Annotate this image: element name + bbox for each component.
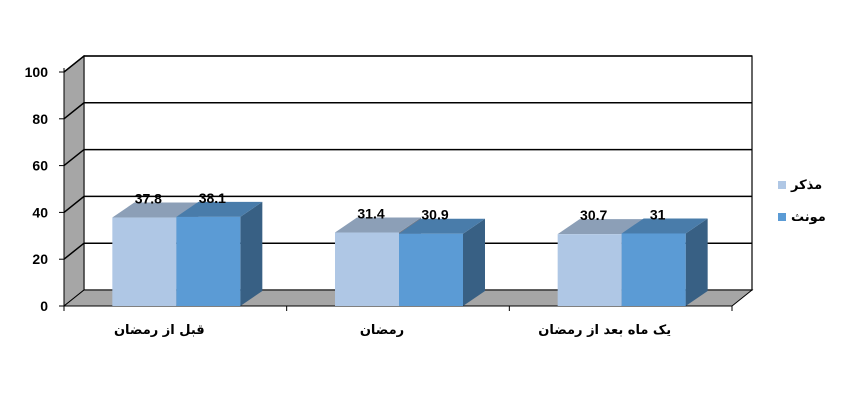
gridline — [63, 102, 752, 120]
bar-side-1-1 — [463, 218, 485, 306]
data-label-0-1: 31.4 — [357, 206, 384, 222]
data-label-0-0: 37.8 — [135, 191, 162, 207]
bar-top-1-1 — [399, 218, 485, 234]
legend-swatch-male — [778, 181, 786, 189]
y-tick-label: 20 — [32, 251, 48, 267]
gridline — [63, 148, 752, 167]
data-label-0-2: 30.7 — [580, 207, 607, 223]
legend-swatch-female — [778, 213, 786, 221]
data-label-1-2: 31 — [650, 206, 666, 222]
legend-label-female: مونث — [791, 209, 826, 225]
bar-top-1-0 — [176, 201, 263, 217]
bar-1-0 — [176, 216, 241, 306]
bar-0-0 — [112, 217, 177, 306]
y-tick-label: 80 — [32, 111, 48, 127]
bar-side-1-0 — [240, 201, 263, 306]
data-label-1-0: 38.1 — [199, 190, 226, 206]
bar-top-0-2 — [557, 219, 644, 235]
gridline — [63, 242, 752, 260]
category-label-2: یک ماه بعد از رمضان — [538, 323, 671, 338]
bar-top-0-1 — [335, 217, 421, 233]
gridline — [63, 195, 752, 213]
category-label-0: قبل از رمضان — [114, 323, 205, 338]
y-tick-label: 0 — [40, 298, 48, 314]
legend: مذکر مونث — [778, 176, 844, 240]
bar-top-0-0 — [112, 202, 199, 218]
labels: 37.8 38.1 قبل از رمضان 31.4 30.9 رمضان 30.7 31 ی… — [114, 190, 671, 338]
y-tick-label: 60 — [32, 158, 48, 174]
legend-item-male: مذکر — [778, 176, 844, 194]
y-tick-label: 40 — [32, 204, 48, 220]
category-label-1: رمضان — [360, 323, 404, 338]
bar-1-1 — [399, 233, 463, 306]
bar-1-2 — [621, 233, 686, 306]
gridlines — [63, 55, 752, 260]
bar-0-1 — [335, 232, 399, 306]
gridline — [63, 55, 752, 73]
bar-top-1-2 — [621, 218, 708, 234]
bar-side-1-2 — [685, 218, 708, 306]
legend-label-male: مذکر — [791, 177, 823, 193]
y-tick-label: 100 — [25, 64, 49, 80]
legend-item-female: مونث — [778, 208, 844, 226]
data-label-1-1: 30.9 — [421, 207, 448, 223]
bars — [112, 201, 708, 306]
side-wall — [63, 54, 85, 308]
bar-0-2 — [557, 234, 622, 306]
